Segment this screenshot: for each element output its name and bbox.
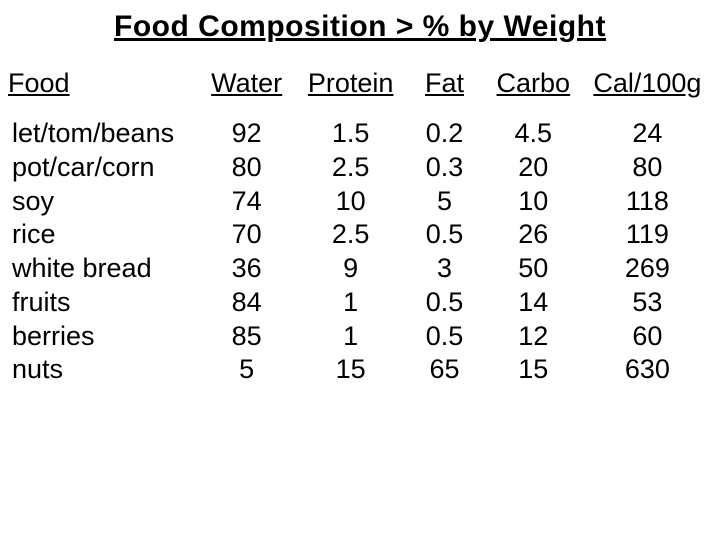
col-header-fat: Fat — [405, 68, 484, 117]
cell-fat: 0.3 — [405, 151, 484, 185]
cell-carbo: 14 — [484, 286, 583, 320]
table-row: pot/car/corn 80 2.5 0.3 20 80 — [8, 151, 712, 185]
cell-water: 80 — [197, 151, 296, 185]
cell-carbo: 4.5 — [484, 117, 583, 151]
cell-food: rice — [8, 218, 197, 252]
cell-water: 84 — [197, 286, 296, 320]
cell-water: 74 — [197, 185, 296, 219]
cell-water: 36 — [197, 252, 296, 286]
composition-table: Food Water Protein Fat Carbo Cal/100g le… — [8, 68, 712, 387]
cell-cal: 118 — [583, 185, 712, 219]
cell-food: fruits — [8, 286, 197, 320]
cell-fat: 65 — [405, 353, 484, 387]
cell-food: white bread — [8, 252, 197, 286]
cell-water: 85 — [197, 320, 296, 354]
cell-food: let/tom/beans — [8, 117, 197, 151]
col-header-carbo: Carbo — [484, 68, 583, 117]
cell-carbo: 20 — [484, 151, 583, 185]
cell-protein: 1 — [296, 286, 405, 320]
cell-water: 70 — [197, 218, 296, 252]
cell-food: pot/car/corn — [8, 151, 197, 185]
cell-cal: 53 — [583, 286, 712, 320]
col-header-protein: Protein — [296, 68, 405, 117]
col-header-water: Water — [197, 68, 296, 117]
cell-cal: 24 — [583, 117, 712, 151]
table-row: berries 85 1 0.5 12 60 — [8, 320, 712, 354]
cell-protein: 2.5 — [296, 151, 405, 185]
cell-protein: 2.5 — [296, 218, 405, 252]
cell-cal: 269 — [583, 252, 712, 286]
cell-water: 92 — [197, 117, 296, 151]
table-header-row: Food Water Protein Fat Carbo Cal/100g — [8, 68, 712, 117]
cell-cal: 80 — [583, 151, 712, 185]
cell-water: 5 — [197, 353, 296, 387]
table-row: nuts 5 15 65 15 630 — [8, 353, 712, 387]
cell-protein: 9 — [296, 252, 405, 286]
table-row: soy 74 10 5 10 118 — [8, 185, 712, 219]
cell-protein: 15 — [296, 353, 405, 387]
table-row: white bread 36 9 3 50 269 — [8, 252, 712, 286]
cell-food: nuts — [8, 353, 197, 387]
cell-fat: 0.2 — [405, 117, 484, 151]
cell-protein: 1.5 — [296, 117, 405, 151]
table-row: rice 70 2.5 0.5 26 119 — [8, 218, 712, 252]
page-title: Food Composition > % by Weight — [8, 10, 712, 44]
col-header-food: Food — [8, 68, 197, 117]
cell-cal: 630 — [583, 353, 712, 387]
cell-carbo: 10 — [484, 185, 583, 219]
table-body: let/tom/beans 92 1.5 0.2 4.5 24 pot/car/… — [8, 117, 712, 387]
table-row: let/tom/beans 92 1.5 0.2 4.5 24 — [8, 117, 712, 151]
cell-fat: 0.5 — [405, 218, 484, 252]
cell-protein: 1 — [296, 320, 405, 354]
cell-carbo: 50 — [484, 252, 583, 286]
cell-fat: 3 — [405, 252, 484, 286]
cell-carbo: 26 — [484, 218, 583, 252]
cell-cal: 60 — [583, 320, 712, 354]
col-header-cal: Cal/100g — [583, 68, 712, 117]
cell-fat: 0.5 — [405, 286, 484, 320]
table-row: fruits 84 1 0.5 14 53 — [8, 286, 712, 320]
cell-fat: 5 — [405, 185, 484, 219]
cell-food: soy — [8, 185, 197, 219]
cell-food: berries — [8, 320, 197, 354]
cell-protein: 10 — [296, 185, 405, 219]
cell-carbo: 15 — [484, 353, 583, 387]
cell-cal: 119 — [583, 218, 712, 252]
cell-fat: 0.5 — [405, 320, 484, 354]
cell-carbo: 12 — [484, 320, 583, 354]
